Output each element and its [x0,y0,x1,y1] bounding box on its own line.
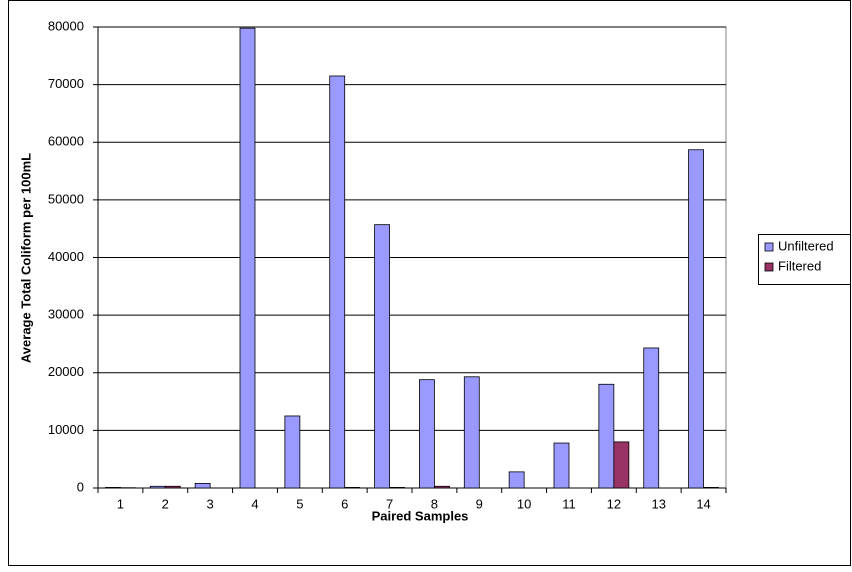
bar [434,486,449,488]
bar [390,487,405,488]
x-tick-label: 13 [651,496,665,511]
y-tick-label: 80000 [48,18,84,33]
bar [165,486,180,488]
legend-label: Unfiltered [778,238,834,253]
bar [105,487,120,488]
bar [644,348,659,488]
bar [599,384,614,488]
y-tick-label: 0 [77,479,84,494]
y-tick-label: 20000 [48,364,84,379]
x-tick-label: 4 [251,496,258,511]
bar [689,150,704,488]
x-tick-label: 7 [386,496,393,511]
bar [345,487,360,488]
legend-swatch [765,243,773,251]
bar [330,76,345,488]
legend-label: Filtered [778,258,821,273]
x-tick-label: 11 [562,496,576,511]
bar [419,380,434,488]
y-tick-label: 70000 [48,76,84,91]
bar [285,416,300,488]
y-tick-label: 30000 [48,307,84,322]
bar [240,28,255,488]
x-tick-label: 2 [162,496,169,511]
y-tick-label: 60000 [48,134,84,149]
x-tick-label: 14 [696,496,710,511]
x-tick-label: 8 [431,496,438,511]
y-tick-label: 50000 [48,191,84,206]
bar [375,225,390,488]
y-tick-label: 40000 [48,249,84,264]
x-tick-label: 12 [607,496,621,511]
x-tick-label: 1 [117,496,124,511]
legend-swatch [765,263,773,271]
bar [614,442,629,488]
bar [195,483,210,488]
bar [150,486,165,488]
y-axis-title: Average Total Coliform per 100mL [18,153,33,363]
bar [464,377,479,488]
bar [704,487,719,488]
x-tick-label: 5 [296,496,303,511]
x-tick-label: 10 [517,496,531,511]
x-tick-label: 9 [476,496,483,511]
y-tick-label: 10000 [48,422,84,437]
bar [554,443,569,488]
bar [509,472,524,488]
x-tick-label: 3 [207,496,214,511]
x-tick-label: 6 [341,496,348,511]
